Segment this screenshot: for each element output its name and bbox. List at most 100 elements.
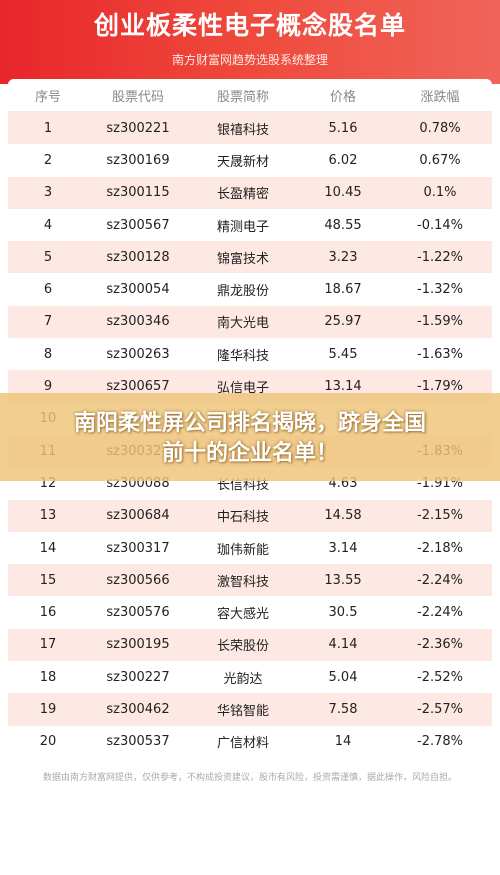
- cell-index: 14: [39, 540, 57, 556]
- cell-code: sz300566: [106, 572, 170, 588]
- cell-change: -2.24%: [417, 572, 463, 588]
- cell-code: sz300657: [106, 379, 170, 395]
- cell-index: 17: [39, 637, 57, 653]
- cell-name: 长荣股份: [216, 639, 269, 655]
- cell-name: 弘信电子: [216, 381, 269, 397]
- cell-code: sz300054: [106, 282, 170, 298]
- cell-change: 0.78%: [419, 120, 461, 136]
- cell-name: 中石科技: [216, 510, 269, 526]
- cell-index: 16: [39, 605, 57, 621]
- cell-index: 2: [43, 152, 53, 168]
- table-row: 14 sz300317 珈伟新能 3.14 -2.18%: [8, 531, 492, 565]
- cell-name: 光韵达: [223, 671, 263, 687]
- cell-price: 13.55: [324, 572, 362, 588]
- header-banner: 创业板柔性电子概念股名单 南方财富网趋势选股系统整理: [0, 0, 500, 84]
- cell-name: 长盈精密: [216, 187, 269, 203]
- cell-change: -1.32%: [417, 282, 463, 298]
- cell-name: 精测电子: [216, 219, 269, 235]
- cell-change: -2.57%: [417, 701, 463, 717]
- column-header-name: 股票简称: [216, 89, 269, 105]
- cell-name: 激智科技: [216, 574, 269, 590]
- table-row: 16 sz300576 容大感光 30.5 -2.24%: [8, 596, 492, 629]
- cell-name: 华铭智能: [216, 703, 269, 719]
- table-row: 8 sz300263 隆华科技 5.45 -1.63%: [8, 338, 492, 371]
- headline-overlay-band: [0, 393, 500, 481]
- column-header-price: 价格: [329, 89, 356, 105]
- headline-overlay-text: 南阳柔性屏公司排名揭晓，跻身全国 前十的企业名单！: [10, 409, 490, 469]
- cell-index: 4: [43, 217, 53, 233]
- cell-price: 3.23: [328, 249, 358, 265]
- headline-line-1: 南阳柔性屏公司排名揭晓，跻身全国: [73, 411, 426, 436]
- cell-index: 15: [39, 572, 57, 588]
- cell-name: 容大感光: [216, 607, 269, 623]
- cell-change: -1.79%: [417, 379, 463, 395]
- cell-price: 14: [334, 734, 352, 750]
- cell-code: sz300195: [106, 637, 170, 653]
- table-row: 4 sz300567 精测电子 48.55 -0.14%: [8, 208, 492, 242]
- disclaimer-footnote: 数据由南方财富网提供，仅供参考，不构成投资建议，股市有风险，投资需谨慎，据此操作…: [42, 773, 457, 783]
- cell-price: 10.45: [324, 185, 362, 201]
- cell-name: 天晟新材: [216, 154, 269, 170]
- cell-code: sz300115: [106, 185, 170, 201]
- cell-price: 14.58: [324, 508, 362, 524]
- headline-line-2: 前十的企业名单！: [161, 441, 338, 466]
- cell-name: 银禧科技: [216, 122, 269, 138]
- cell-change: -1.22%: [417, 249, 463, 265]
- cell-index: 7: [43, 314, 53, 330]
- cell-name: 长信科技: [216, 477, 269, 493]
- table-row: 17 sz300195 长荣股份 4.14 -2.36%: [8, 628, 492, 662]
- table-row: 13 sz300684 中石科技 14.58 -2.15%: [8, 499, 492, 532]
- cell-index: 20: [39, 734, 57, 750]
- cell-name: 锦富技术: [216, 251, 269, 267]
- column-header-code: 股票代码: [111, 89, 164, 105]
- cell-code: sz300684: [106, 508, 170, 524]
- table-row: 18 sz300227 光韵达 5.04 -2.52%: [8, 661, 492, 694]
- cell-change: -1.59%: [417, 314, 463, 330]
- cell-code: sz300227: [106, 669, 170, 685]
- table-row: 20 sz300537 广信材料 14 -2.78%: [8, 725, 492, 758]
- cell-code: sz300317: [106, 540, 170, 556]
- cell-change: -2.78%: [417, 734, 463, 750]
- cell-code: sz300576: [106, 605, 170, 621]
- cell-name: 珈伟新能: [216, 542, 269, 558]
- cell-index: 1: [43, 120, 53, 136]
- cell-index: 3: [43, 185, 53, 201]
- cell-code: sz300169: [106, 152, 170, 168]
- cell-price: 30.5: [328, 605, 358, 621]
- page-subtitle: 南方财富网趋势选股系统整理: [171, 53, 328, 67]
- cell-price: 48.55: [324, 217, 362, 233]
- cell-index: 5: [43, 249, 53, 265]
- cell-code: sz300462: [106, 701, 170, 717]
- table-row: 2 sz300169 天晟新材 6.02 0.67%: [8, 144, 492, 177]
- cell-index: 18: [39, 669, 57, 685]
- table-row: 15 sz300566 激智科技 13.55 -2.24%: [8, 564, 492, 597]
- cell-price: 5.04: [328, 669, 358, 685]
- cell-change: 0.1%: [423, 185, 457, 201]
- cell-code: sz300537: [106, 734, 170, 750]
- table-row: 3 sz300115 长盈精密 10.45 0.1%: [8, 176, 492, 209]
- table-row: 7 sz300346 南大光电 25.97 -1.59%: [8, 305, 492, 339]
- cell-index: 13: [39, 508, 57, 524]
- cell-code: sz300263: [106, 346, 170, 362]
- cell-change: -2.36%: [417, 637, 463, 653]
- column-header-index: 序号: [34, 89, 61, 105]
- table-row: 1 sz300221 银禧科技 5.16 0.78%: [8, 112, 492, 145]
- cell-name: 广信材料: [216, 736, 269, 752]
- cell-code: sz300221: [106, 120, 170, 136]
- column-header-change: 涨跌幅: [420, 89, 460, 105]
- cell-index: 19: [39, 701, 57, 717]
- cell-index: 6: [43, 282, 53, 298]
- cell-index: 9: [43, 379, 53, 395]
- cell-code: sz300346: [106, 314, 170, 330]
- cell-price: 25.97: [324, 314, 362, 330]
- cell-price: 18.67: [324, 282, 362, 298]
- cell-change: -2.24%: [417, 605, 463, 621]
- cell-price: 5.45: [328, 346, 358, 362]
- cell-change: -1.63%: [417, 346, 463, 362]
- table-row: 6 sz300054 鼎龙股份 18.67 -1.32%: [8, 273, 492, 306]
- table-header-row: 序号 股票代码 股票简称 价格 涨跌幅: [8, 79, 492, 112]
- cell-name: 鼎龙股份: [216, 284, 269, 300]
- cell-code: sz300128: [106, 249, 170, 265]
- table-row: 5 sz300128 锦富技术 3.23 -1.22%: [8, 241, 492, 274]
- cell-price: 7.58: [328, 701, 358, 717]
